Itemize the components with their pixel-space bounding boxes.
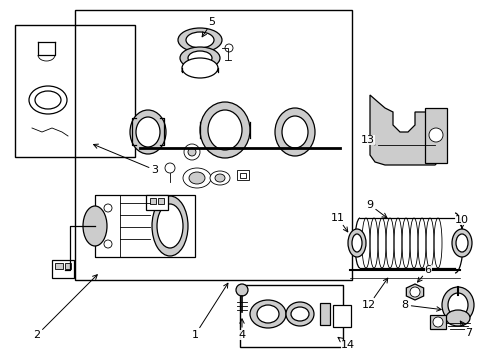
Ellipse shape <box>455 234 467 252</box>
Text: 13: 13 <box>360 135 374 145</box>
Circle shape <box>432 317 442 327</box>
Bar <box>429 315 445 329</box>
Bar <box>158 198 163 204</box>
Text: 2: 2 <box>33 275 97 340</box>
Text: 1: 1 <box>191 283 227 340</box>
Bar <box>150 198 156 204</box>
Circle shape <box>236 284 247 296</box>
Text: 5: 5 <box>202 17 215 37</box>
Ellipse shape <box>183 168 210 188</box>
Circle shape <box>104 240 112 248</box>
Ellipse shape <box>29 86 67 114</box>
Text: 9: 9 <box>366 200 386 218</box>
Ellipse shape <box>347 229 365 257</box>
Ellipse shape <box>451 229 471 257</box>
Text: 12: 12 <box>361 278 387 310</box>
Ellipse shape <box>83 206 107 246</box>
Polygon shape <box>369 95 441 165</box>
Circle shape <box>104 204 112 212</box>
Bar <box>15 25 135 157</box>
Ellipse shape <box>441 287 473 323</box>
Ellipse shape <box>136 117 160 147</box>
Bar <box>95 195 195 257</box>
Ellipse shape <box>351 234 361 252</box>
Bar <box>332 305 350 327</box>
Circle shape <box>428 128 442 142</box>
Ellipse shape <box>249 300 285 328</box>
Text: 3: 3 <box>93 144 158 175</box>
Ellipse shape <box>207 110 242 150</box>
Circle shape <box>409 287 419 297</box>
Ellipse shape <box>130 110 165 154</box>
Bar <box>424 108 446 163</box>
Text: 7: 7 <box>459 321 471 338</box>
Ellipse shape <box>187 51 212 65</box>
Bar <box>55 263 63 269</box>
Ellipse shape <box>209 171 229 185</box>
Ellipse shape <box>185 32 214 48</box>
Ellipse shape <box>290 307 308 321</box>
Circle shape <box>224 44 232 52</box>
Bar <box>146 195 168 210</box>
Ellipse shape <box>285 302 313 326</box>
Text: 8: 8 <box>401 300 440 311</box>
Ellipse shape <box>200 102 249 158</box>
Polygon shape <box>406 284 423 300</box>
Ellipse shape <box>157 204 183 248</box>
Circle shape <box>183 144 200 160</box>
Bar <box>237 170 248 180</box>
Circle shape <box>164 163 175 173</box>
Ellipse shape <box>274 108 314 156</box>
Circle shape <box>187 148 196 156</box>
Text: 4: 4 <box>238 319 245 340</box>
Text: 11: 11 <box>330 213 347 232</box>
Text: 6: 6 <box>417 265 430 282</box>
Bar <box>65 263 71 269</box>
Ellipse shape <box>445 310 469 326</box>
Ellipse shape <box>180 47 220 69</box>
Bar <box>319 303 329 325</box>
Ellipse shape <box>189 172 204 184</box>
Bar <box>240 285 342 347</box>
Bar <box>75 10 351 280</box>
Ellipse shape <box>257 305 279 323</box>
Bar <box>95 195 120 257</box>
Ellipse shape <box>282 116 307 148</box>
Ellipse shape <box>178 28 222 52</box>
Ellipse shape <box>182 58 218 78</box>
Ellipse shape <box>215 174 224 182</box>
Bar <box>52 260 74 278</box>
Ellipse shape <box>447 293 467 317</box>
Text: 10: 10 <box>454 215 468 228</box>
Bar <box>240 173 245 178</box>
Text: 14: 14 <box>337 337 354 350</box>
Ellipse shape <box>152 196 187 256</box>
